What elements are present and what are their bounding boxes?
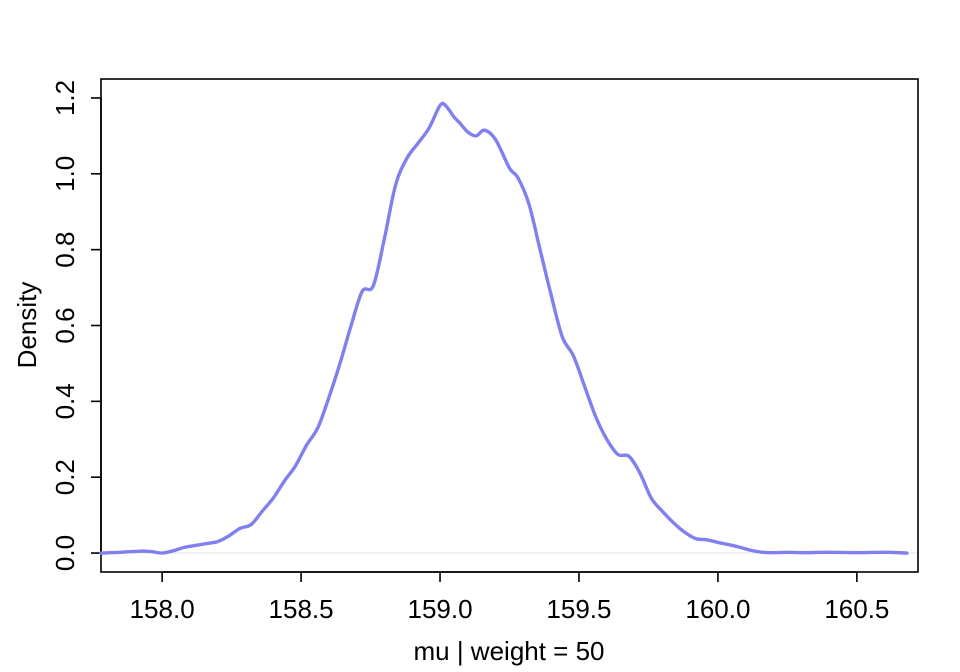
x-axis-title: mu | weight = 50	[413, 636, 604, 666]
y-axis: 0.0 0.2 0.4 0.6 0.8 1.0 1.2	[50, 80, 102, 571]
y-tick-label: 0.6	[50, 307, 80, 343]
x-tick-label: 159.5	[546, 594, 611, 624]
density-line	[99, 101, 909, 555]
plot-frame	[100, 78, 919, 573]
y-tick-label: 0.4	[50, 383, 80, 419]
x-tick-label: 159.0	[407, 594, 472, 624]
y-tick-label: 0.8	[50, 232, 80, 268]
x-tick-label: 158.0	[130, 594, 195, 624]
y-tick-label: 1.2	[50, 80, 80, 116]
y-axis-title: Density	[12, 282, 42, 369]
y-tick-label: 1.0	[50, 156, 80, 192]
x-tick-label: 158.5	[269, 594, 334, 624]
y-tick-label: 0.0	[50, 535, 80, 571]
x-axis: 158.0 158.5 159.0 159.5 160.0 160.5	[130, 571, 889, 624]
y-tick-label: 0.2	[50, 459, 80, 495]
series-layer	[99, 101, 909, 555]
x-tick-label: 160.5	[824, 594, 889, 624]
x-tick-label: 160.0	[685, 594, 750, 624]
